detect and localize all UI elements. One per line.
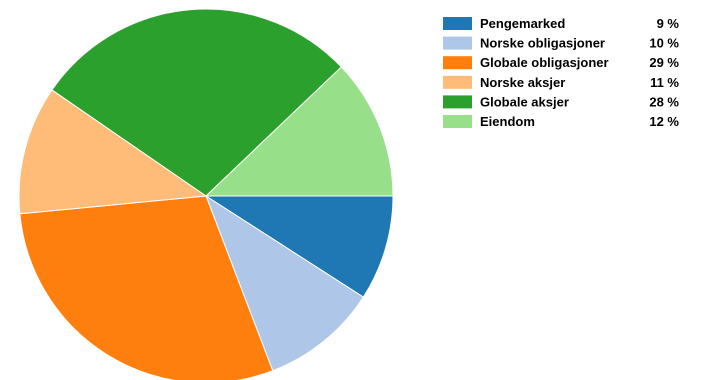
legend-value-0: 9 % xyxy=(657,16,680,31)
pie-slice-2 xyxy=(19,195,274,380)
legend: Pengemarked 9 % Norske obligasjoner 10 % Glo… xyxy=(443,16,679,129)
legend-value-4: 28 % xyxy=(649,94,679,109)
legend-label-5: Eiendom xyxy=(480,114,535,129)
pie-slice-3 xyxy=(18,89,208,215)
legend-swatch-4 xyxy=(443,95,472,109)
pie-slices xyxy=(18,8,394,380)
legend-label-0: Pengemarked xyxy=(480,16,565,31)
legend-swatch-5 xyxy=(443,115,472,128)
pie-slice-0 xyxy=(204,195,394,298)
legend-label-2: Globale obligasjoner xyxy=(480,55,609,70)
pie-slice-5 xyxy=(204,66,394,197)
legend-label-1: Norske obligasjoner xyxy=(480,36,605,51)
legend-value-3: 11 % xyxy=(650,75,679,90)
legend-label-4: Globale aksjer xyxy=(480,94,569,109)
legend-swatch-2 xyxy=(443,56,472,70)
legend-value-5: 12 % xyxy=(649,114,679,129)
legend-swatch-1 xyxy=(443,36,472,50)
legend-swatch-0 xyxy=(443,17,472,30)
legend-value-2: 29 % xyxy=(649,55,679,70)
pie-slice-1 xyxy=(204,194,365,372)
legend-value-1: 10 % xyxy=(649,36,679,51)
pie-slice-4 xyxy=(51,8,343,197)
legend-swatch-3 xyxy=(443,75,472,89)
legend-label-3: Norske aksjer xyxy=(480,75,565,90)
